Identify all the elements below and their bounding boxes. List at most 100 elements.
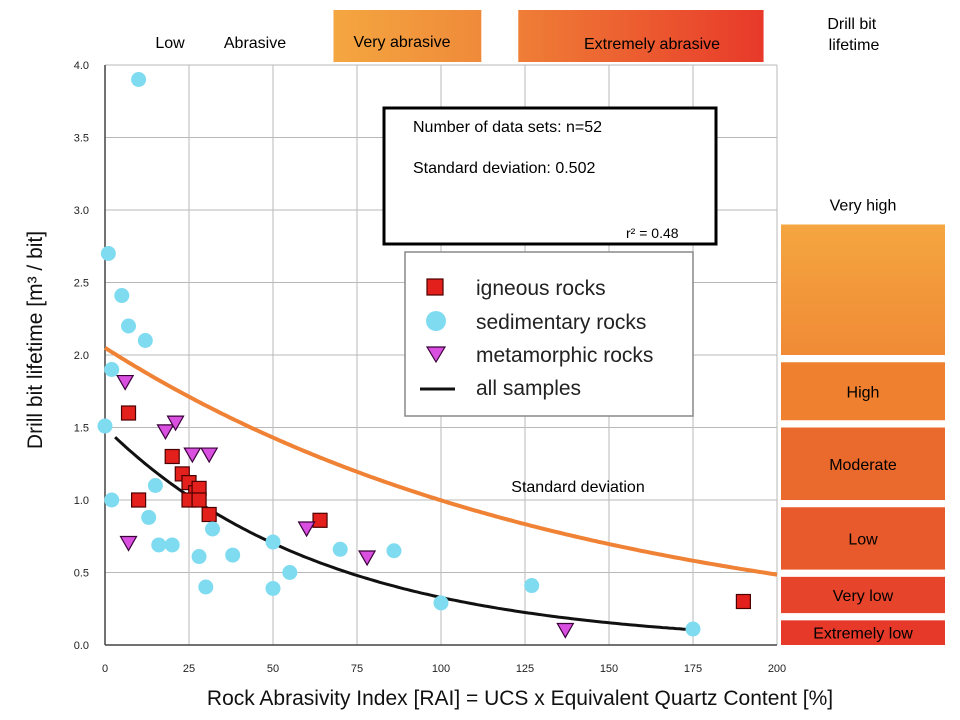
sedimentary-point xyxy=(198,579,214,595)
legend-igneous-marker xyxy=(426,278,444,296)
lifetime-class-box xyxy=(781,427,945,500)
sedimentary-point xyxy=(685,621,701,637)
legend-sedimentary-label: sedimentary rocks xyxy=(476,311,646,334)
sedimentary-point xyxy=(433,595,449,611)
lifetime-header-line-1: Drill bit xyxy=(827,16,876,33)
sedimentary-point xyxy=(191,549,207,565)
legend-metamorphic-label: metamorphic rocks xyxy=(476,344,653,367)
sedimentary-point xyxy=(225,547,241,563)
lifetime-header: Drill bit lifetime xyxy=(827,16,880,54)
lifetime-class-box xyxy=(781,507,945,570)
std-dev-curve xyxy=(103,346,778,577)
y-tick-label: 1.5 xyxy=(74,423,89,435)
sd-label: Standard deviation: 0.502 xyxy=(413,160,595,177)
igneous-point xyxy=(120,405,137,421)
lifetime-class-box xyxy=(781,620,945,645)
abrasiveness-band xyxy=(333,10,482,62)
y-tick-labels: 0.0 0.5 1.0 1.5 2.0 2.5 3.0 3.5 4.0 xyxy=(74,60,89,652)
sedimentary-point xyxy=(151,537,167,553)
lifetime-class-box xyxy=(781,224,945,355)
r2-label: r² = 0.48 xyxy=(626,225,679,241)
band-label-low: Low xyxy=(155,35,185,52)
x-tick-label: 0 xyxy=(102,663,108,675)
sedimentary-point xyxy=(265,580,281,596)
lifetime-class-label: Moderate xyxy=(829,457,897,474)
sedimentary-point xyxy=(147,478,163,493)
sedimentary-point xyxy=(265,534,281,550)
igneous-point xyxy=(312,512,328,528)
igneous-point xyxy=(191,492,207,508)
y-tick-label: 2.5 xyxy=(74,278,89,290)
igneous-point xyxy=(201,506,217,523)
band-label-very-abrasive: Very abrasive xyxy=(354,34,451,51)
y-tick-label: 1.0 xyxy=(74,495,89,507)
sedimentary-point xyxy=(104,492,120,508)
lifetime-classes: Very high High Moderate Low Very low Extremel… xyxy=(781,198,945,645)
n-label: Number of data sets: n=52 xyxy=(413,119,602,136)
y-tick-label: 0.0 xyxy=(74,640,89,652)
lifetime-class-label: Extremely low xyxy=(813,626,913,643)
x-tick-label: 125 xyxy=(516,663,534,675)
metamorphic-point xyxy=(156,424,175,441)
legend-igneous-label: igneous rocks xyxy=(476,277,606,300)
lifetime-class-label: Low xyxy=(848,531,878,548)
all-samples-curve xyxy=(114,436,687,631)
x-tick-label: 100 xyxy=(432,663,450,675)
sedimentary-point xyxy=(131,72,147,87)
sedimentary-point xyxy=(121,318,137,334)
legend-sedimentary-marker xyxy=(426,311,446,331)
y-tick-label: 0.5 xyxy=(74,568,89,580)
igneous-point xyxy=(164,448,180,465)
sedimentary-point xyxy=(100,246,116,261)
metamorphic-point xyxy=(556,622,575,639)
x-tick-label: 75 xyxy=(351,663,363,675)
metamorphic-point xyxy=(200,447,219,464)
y-axis-title: Drill bit lifetime [m³ / bit] xyxy=(24,231,47,449)
lifetime-class-box xyxy=(781,362,945,421)
sedimentary-point xyxy=(524,578,540,594)
y-tick-label: 3.0 xyxy=(74,205,89,217)
metamorphic-point xyxy=(358,550,377,567)
sedimentary-point xyxy=(386,543,402,559)
sedimentary-point xyxy=(114,288,130,304)
x-tick-label: 175 xyxy=(684,663,702,675)
sedimentary-point xyxy=(332,541,348,557)
lifetime-class-label: High xyxy=(847,384,880,401)
legend-all-samples-label: all samples xyxy=(476,377,581,400)
x-tick-labels: 0 25 50 75 100 125 150 175 200 xyxy=(102,663,786,675)
std-dev-label: Standard deviation xyxy=(511,479,644,496)
sedimentary-point xyxy=(282,565,298,580)
band-label-abrasive: Abrasive xyxy=(224,35,286,52)
sedimentary-point xyxy=(97,418,113,434)
lifetime-class-label: Very low xyxy=(833,588,894,605)
lifetime-header-line-2: lifetime xyxy=(829,37,880,54)
x-tick-label: 25 xyxy=(183,663,195,675)
sedimentary-point xyxy=(137,333,153,348)
axes xyxy=(104,65,777,646)
lifetime-class-box xyxy=(781,576,945,614)
band-label-extremely-abrasive: Extremely abrasive xyxy=(584,36,720,53)
sedimentary-point xyxy=(164,537,180,553)
igneous-point xyxy=(735,593,752,610)
data-points xyxy=(97,72,752,639)
igneous-point xyxy=(131,492,147,508)
lifetime-class-label: Very high xyxy=(830,198,897,215)
y-tick-label: 2.0 xyxy=(74,350,89,362)
legend-metamorphic-marker xyxy=(425,346,447,364)
metamorphic-point xyxy=(116,374,135,391)
sedimentary-point xyxy=(104,362,120,377)
metamorphic-point xyxy=(166,415,185,432)
x-axis-title: Rock Abrasivity Index [RAI] = UCS x Equi… xyxy=(207,687,833,710)
x-tick-label: 150 xyxy=(600,663,618,675)
sedimentary-point xyxy=(205,521,221,537)
legend: igneous rocks sedimentary rocks metamorp… xyxy=(404,251,694,417)
stats-box: Number of data sets: n=52 Standard devia… xyxy=(382,106,718,246)
y-tick-label: 4.0 xyxy=(74,60,89,72)
metamorphic-point xyxy=(183,447,202,464)
metamorphic-point xyxy=(119,535,138,552)
metamorphic-point xyxy=(297,521,316,538)
x-tick-label: 200 xyxy=(768,663,786,675)
y-tick-label: 3.5 xyxy=(74,133,89,145)
abrasiveness-band xyxy=(518,10,764,62)
